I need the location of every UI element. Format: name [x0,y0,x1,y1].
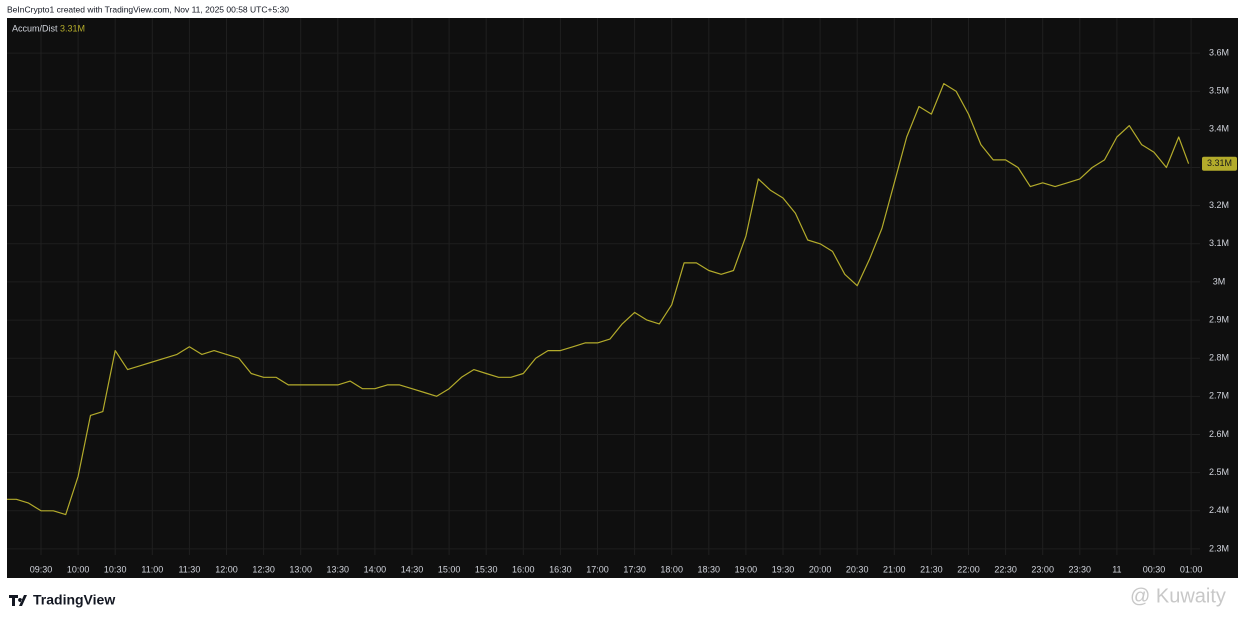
x-tick-label: 21:30 [920,564,943,574]
x-tick-label: 13:30 [327,564,350,574]
x-tick-label: 20:30 [846,564,869,574]
y-tick-label: 3M [1213,276,1226,286]
x-tick-label: 16:00 [512,564,535,574]
y-tick-label: 2.3M [1209,543,1229,553]
x-tick-label: 11:30 [178,564,200,574]
x-tick-label: 11 [1112,564,1121,574]
x-tick-label: 12:30 [252,564,275,574]
x-tick-label: 00:30 [1143,564,1166,574]
last-value-tag [1202,156,1237,171]
x-tick-label: 15:00 [438,564,461,574]
x-tick-label: 22:00 [957,564,980,574]
plot-area [7,83,1190,516]
y-tick-label: 2.4M [1209,505,1229,515]
x-tick-label: 09:30 [30,564,53,574]
x-tick-label: 18:00 [660,564,683,574]
y-tick-label: 2.5M [1209,467,1229,477]
x-tick-label: 23:30 [1069,564,1092,574]
x-tick-label: 17:30 [623,564,646,574]
x-tick-label: 21:00 [883,564,906,574]
y-tick-label: 2.7M [1209,391,1229,401]
x-tick-label: 10:00 [67,564,90,574]
y-tick-label: 2.9M [1209,314,1229,324]
axes: 2.3M 2.4M 2.5M 2.6M 2.7M 2.8M 2.9M 3M 3.1M 3.2M 3.… [30,47,1237,574]
y-tick-label: 3.2M [1209,200,1229,210]
y-tick-label: 2.8M [1209,353,1229,363]
x-tick-label: 15:30 [475,564,498,574]
watermark: @ Kuwaity [1130,585,1226,607]
brand-name: TradingView [33,592,115,608]
x-tick-label: 11:00 [141,564,163,574]
y-tick-label: 3.4M [1209,124,1229,134]
x-tick-label: 16:30 [549,564,572,574]
chart-background [7,18,1238,578]
x-tick-label: 13:00 [289,564,312,574]
legend-name: Accum/Dist [12,23,58,33]
x-tick-label: 12:00 [215,564,238,574]
brand-logo: TradingView [9,592,115,608]
x-tick-label: 10:30 [104,564,127,574]
x-tick-label: 01:00 [1180,564,1203,574]
x-tick-label: 23:00 [1031,564,1054,574]
header-text: BeInCrypto1 created with TradingView.com… [7,4,289,14]
x-tick-label: 14:30 [401,564,424,574]
legend-value: 3.31M [60,23,85,33]
grid [7,18,1200,555]
x-tick-label: 14:00 [364,564,387,574]
y-tick-label: 3.6M [1209,47,1229,57]
y-tick-label: 3.5M [1209,86,1229,96]
y-tick-label: 2.6M [1209,429,1229,439]
x-tick-label: 20:00 [809,564,832,574]
x-tick-label: 18:30 [698,564,721,574]
x-tick-label: 19:00 [735,564,758,574]
x-tick-label: 19:30 [772,564,795,574]
x-tick-label: 22:30 [994,564,1017,574]
data-line [7,83,1190,516]
last-value-label: 3.31M [1207,158,1232,168]
y-tick-label: 3.1M [1209,238,1229,248]
x-tick-label: 17:00 [586,564,609,574]
